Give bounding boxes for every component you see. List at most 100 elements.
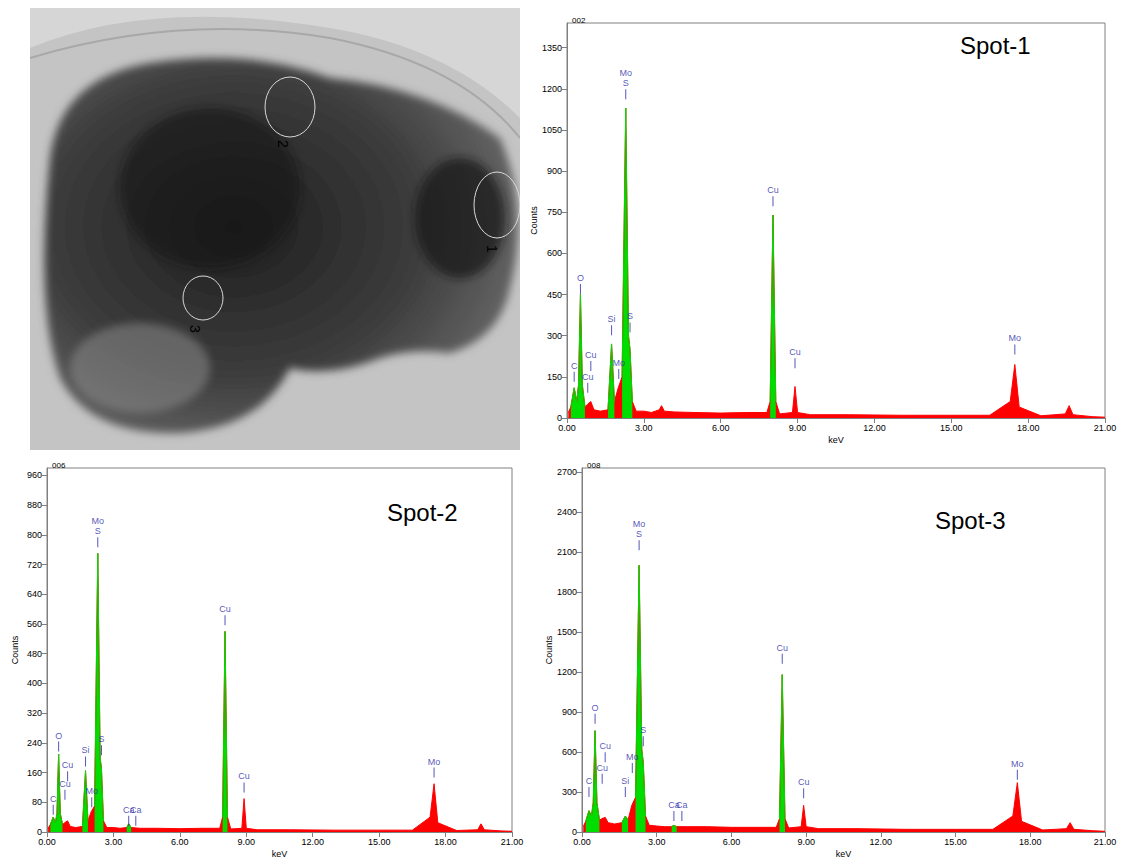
svg-text:15.00: 15.00 [940,423,963,433]
svg-text:0.00: 0.00 [38,837,56,847]
svg-text:Si: Si [621,776,629,786]
svg-text:Ca: Ca [676,800,688,810]
svg-text:1050: 1050 [542,125,562,135]
svg-text:900: 900 [547,166,562,176]
svg-text:Cu: Cu [585,350,597,360]
svg-text:Cu: Cu [596,763,608,773]
svg-text:C: C [571,361,578,371]
svg-text:Spot-1: Spot-1 [960,32,1031,59]
svg-text:O: O [592,703,599,713]
svg-text:keV: keV [272,849,288,859]
svg-text:Mo: Mo [619,68,632,78]
svg-text:18.00: 18.00 [1017,423,1040,433]
svg-text:Si: Si [608,314,616,324]
svg-text:Cu: Cu [219,604,231,614]
svg-text:800: 800 [27,530,42,540]
svg-text:12.00: 12.00 [870,837,893,847]
svg-text:1500: 1500 [557,627,577,637]
svg-text:1: 1 [484,245,500,253]
svg-text:300: 300 [547,331,562,341]
svg-text:6.00: 6.00 [723,837,741,847]
svg-text:Spot-2: Spot-2 [387,499,458,526]
svg-text:1200: 1200 [557,667,577,677]
svg-text:S: S [627,311,633,321]
svg-text:2700: 2700 [557,467,577,477]
svg-text:Cu: Cu [798,777,810,787]
svg-text:008: 008 [587,461,601,470]
svg-text:12.00: 12.00 [863,423,886,433]
svg-text:21.00: 21.00 [1094,423,1117,433]
svg-text:Counts: Counts [10,635,20,664]
svg-text:160: 160 [27,768,42,778]
svg-text:Mo: Mo [428,757,441,767]
svg-text:3.00: 3.00 [105,837,123,847]
svg-text:21.00: 21.00 [501,837,524,847]
svg-text:750: 750 [547,207,562,217]
svg-text:880: 880 [27,500,42,510]
svg-text:9.00: 9.00 [238,837,256,847]
svg-text:Mo: Mo [633,519,646,529]
svg-text:6.00: 6.00 [712,423,730,433]
svg-text:Cu: Cu [59,779,71,789]
svg-text:Cu: Cu [767,185,779,195]
svg-text:0: 0 [37,827,42,837]
svg-text:Mo: Mo [92,516,105,526]
svg-text:15.00: 15.00 [368,837,391,847]
svg-text:6.00: 6.00 [171,837,189,847]
svg-text:1200: 1200 [542,84,562,94]
svg-text:O: O [55,731,62,741]
svg-text:S: S [95,526,101,536]
svg-text:006: 006 [52,461,66,470]
svg-text:O: O [577,273,584,283]
svg-text:Counts: Counts [529,206,539,235]
svg-text:450: 450 [547,290,562,300]
svg-text:keV: keV [828,435,844,445]
svg-text:12.00: 12.00 [301,837,324,847]
svg-text:15.00: 15.00 [944,837,967,847]
svg-text:Counts: Counts [544,635,554,664]
svg-text:2: 2 [275,140,291,148]
svg-text:720: 720 [27,560,42,570]
svg-text:240: 240 [27,738,42,748]
svg-text:Mo: Mo [1011,759,1024,769]
svg-text:9.00: 9.00 [797,837,815,847]
svg-text:0.00: 0.00 [558,423,576,433]
svg-text:Ca: Ca [130,805,142,815]
svg-text:900: 900 [562,707,577,717]
svg-text:Spot-3: Spot-3 [935,507,1006,534]
svg-text:Cu: Cu [62,760,74,770]
svg-text:3: 3 [187,325,203,333]
svg-text:002: 002 [572,16,586,25]
svg-text:560: 560 [27,619,42,629]
svg-text:Cu: Cu [599,741,611,751]
svg-text:2400: 2400 [557,507,577,517]
svg-text:1800: 1800 [557,587,577,597]
svg-text:2100: 2100 [557,547,577,557]
svg-text:Si: Si [82,745,90,755]
svg-text:1350: 1350 [542,43,562,53]
svg-text:9.00: 9.00 [789,423,807,433]
svg-text:Mo: Mo [612,358,625,368]
svg-text:480: 480 [27,649,42,659]
svg-text:300: 300 [562,787,577,797]
svg-text:S: S [98,734,104,744]
svg-text:C: C [50,794,57,804]
svg-text:18.00: 18.00 [1019,837,1042,847]
svg-text:18.00: 18.00 [434,837,457,847]
svg-text:3.00: 3.00 [648,837,666,847]
svg-text:150: 150 [547,372,562,382]
svg-text:Mo: Mo [626,752,639,762]
svg-text:Mo: Mo [1009,333,1022,343]
svg-text:0: 0 [572,827,577,837]
svg-text:960: 960 [27,470,42,480]
svg-text:C: C [586,776,593,786]
svg-text:21.00: 21.00 [1094,837,1117,847]
svg-text:S: S [640,725,646,735]
svg-text:Cu: Cu [776,643,788,653]
svg-text:Cu: Cu [238,771,250,781]
svg-text:0: 0 [557,413,562,423]
svg-text:Cu: Cu [789,347,801,357]
svg-text:3.00: 3.00 [635,423,653,433]
svg-text:600: 600 [562,747,577,757]
svg-text:400: 400 [27,678,42,688]
